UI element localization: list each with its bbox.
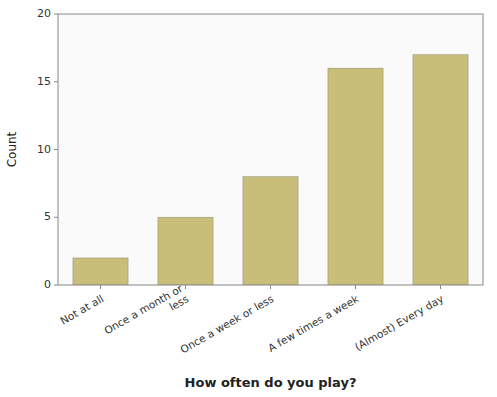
x-tick-label: Not at all bbox=[58, 292, 105, 326]
plot-background bbox=[58, 14, 483, 285]
y-tick bbox=[54, 149, 58, 150]
bars bbox=[73, 55, 468, 285]
bar bbox=[413, 55, 468, 285]
chart-container: 0 5 10 15 20 Not at allOnce a month orlessOnc… bbox=[0, 0, 497, 397]
y-tick bbox=[54, 217, 58, 218]
y-tick bbox=[54, 81, 58, 82]
bar bbox=[328, 68, 383, 285]
chart: 0 5 10 15 20 Not at allOnce a month orlessOnc… bbox=[0, 0, 497, 397]
y-tick-label: 15 bbox=[37, 75, 51, 88]
x-axis-label: How often do you play? bbox=[185, 375, 357, 390]
y-tick-label: 10 bbox=[37, 143, 51, 156]
bar bbox=[243, 177, 298, 285]
x-tick-label: Once a month orless bbox=[102, 282, 191, 347]
x-tick bbox=[100, 285, 101, 289]
y-tick bbox=[54, 14, 58, 15]
x-tick-label: Once a week or less bbox=[178, 292, 275, 355]
x-tick bbox=[270, 285, 271, 289]
y-tick-label: 5 bbox=[44, 210, 51, 223]
x-tick-label: (Almost) Every day bbox=[353, 292, 446, 353]
x-tick bbox=[185, 285, 186, 289]
x-tick bbox=[440, 285, 441, 289]
y-tick bbox=[54, 285, 58, 286]
y-tick-label: 0 bbox=[44, 278, 51, 291]
x-tick bbox=[355, 285, 356, 289]
bar bbox=[73, 258, 128, 285]
y-axis-label: Count bbox=[5, 131, 19, 167]
plot-frame bbox=[58, 14, 483, 285]
bar bbox=[158, 217, 213, 285]
y-tick-label: 20 bbox=[37, 7, 51, 20]
x-tick-label: A few times a week bbox=[266, 292, 362, 354]
